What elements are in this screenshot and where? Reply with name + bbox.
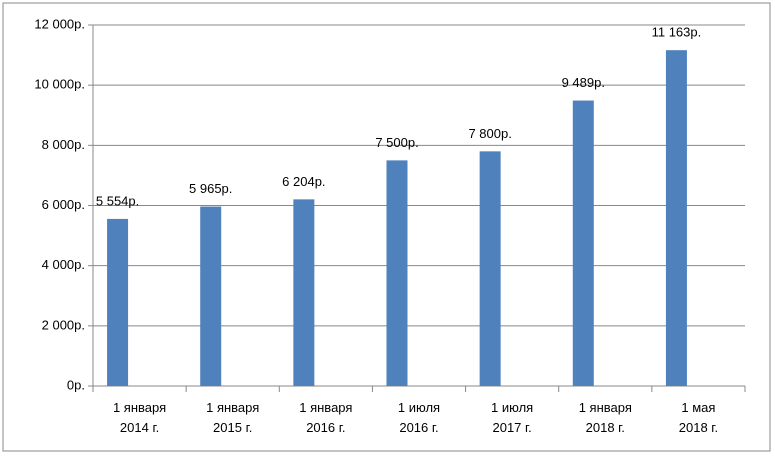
data-label: 7 500р. bbox=[375, 135, 418, 150]
x-tick-label: 1 июля 2017 г. bbox=[491, 400, 534, 435]
y-tick-label: 0р. bbox=[67, 377, 85, 392]
data-label: 5 554р. bbox=[96, 193, 139, 208]
x-tick-label: 1 января 2016 г. bbox=[299, 400, 353, 435]
chart-border bbox=[2, 2, 771, 452]
y-tick-label: 10 000р. bbox=[34, 77, 85, 92]
bar bbox=[107, 218, 129, 386]
bar bbox=[293, 199, 315, 386]
bar bbox=[200, 206, 222, 386]
bar bbox=[479, 151, 501, 386]
bar bbox=[665, 50, 687, 386]
y-tick-label: 8 000р. bbox=[42, 137, 85, 152]
data-label: 9 489р. bbox=[562, 75, 605, 90]
y-tick-label: 2 000р. bbox=[42, 317, 85, 332]
x-tick-label: 1 января 2018 г. bbox=[578, 400, 632, 435]
data-label: 5 965р. bbox=[189, 181, 232, 196]
data-label: 11 163р. bbox=[652, 25, 702, 40]
x-tick-label: 1 января 2014 г. bbox=[112, 400, 167, 435]
x-tick-label: 1 января 2015 г. bbox=[206, 400, 260, 435]
y-tick-label: 4 000р. bbox=[42, 257, 85, 272]
data-label: 6 204р. bbox=[282, 174, 325, 189]
data-label: 7 800р. bbox=[468, 126, 511, 141]
y-tick-label: 6 000р. bbox=[42, 197, 85, 212]
x-tick-label: 1 июля 2016 г. bbox=[397, 400, 441, 435]
bar bbox=[572, 100, 594, 387]
x-tick-label: 1 мая 2018 г. bbox=[678, 400, 719, 435]
bar bbox=[386, 160, 408, 386]
y-tick-label: 12 000р. bbox=[34, 16, 85, 31]
